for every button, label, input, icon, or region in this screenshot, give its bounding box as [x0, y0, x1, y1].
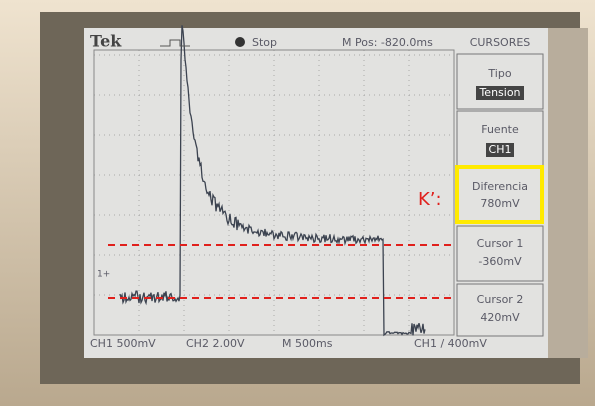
- menu-box[interactable]: [457, 111, 543, 166]
- stop-icon: [235, 37, 245, 47]
- page: {"header":{"brand":"Tek","trigger_state"…: [0, 0, 595, 406]
- trigger-state: Stop: [252, 36, 277, 49]
- menu-label: Diferencia: [472, 180, 528, 193]
- buttons-strip: [548, 28, 588, 358]
- status-timebase: M 500ms: [282, 337, 333, 350]
- brand: Tek: [90, 32, 122, 51]
- menu-box[interactable]: [457, 226, 543, 281]
- menu-label: Tipo: [487, 67, 511, 80]
- menu-box[interactable]: [457, 284, 543, 336]
- menu-value: 420mV: [480, 311, 520, 324]
- menu-label: Cursor 2: [477, 293, 524, 306]
- oscilloscope-photo: Tek Stop M Pos: -820.0ms 1+ K’: CURSORES…: [0, 0, 595, 406]
- position: M Pos: -820.0ms: [342, 36, 433, 49]
- menu-value: Tension: [478, 86, 520, 99]
- menu-value: -360mV: [478, 255, 522, 268]
- menu-value: 780mV: [480, 197, 520, 210]
- annotation: K’:: [418, 189, 442, 210]
- menu: CURSORES Tipo Tension Fuente CH1 Diferen…: [457, 36, 543, 336]
- menu-value: CH1: [489, 143, 512, 156]
- status-ch1: CH1 500mV: [90, 337, 156, 350]
- menu-label: Fuente: [481, 123, 519, 136]
- menu-box[interactable]: [457, 54, 543, 109]
- status-ch2: CH2 2.00V: [186, 337, 245, 350]
- menu-box[interactable]: [457, 168, 543, 223]
- channel-marker: 1+: [97, 270, 110, 280]
- menu-label: Cursor 1: [477, 237, 524, 250]
- status-trigger: CH1 / 400mV: [414, 337, 487, 350]
- menu-title: CURSORES: [470, 36, 531, 49]
